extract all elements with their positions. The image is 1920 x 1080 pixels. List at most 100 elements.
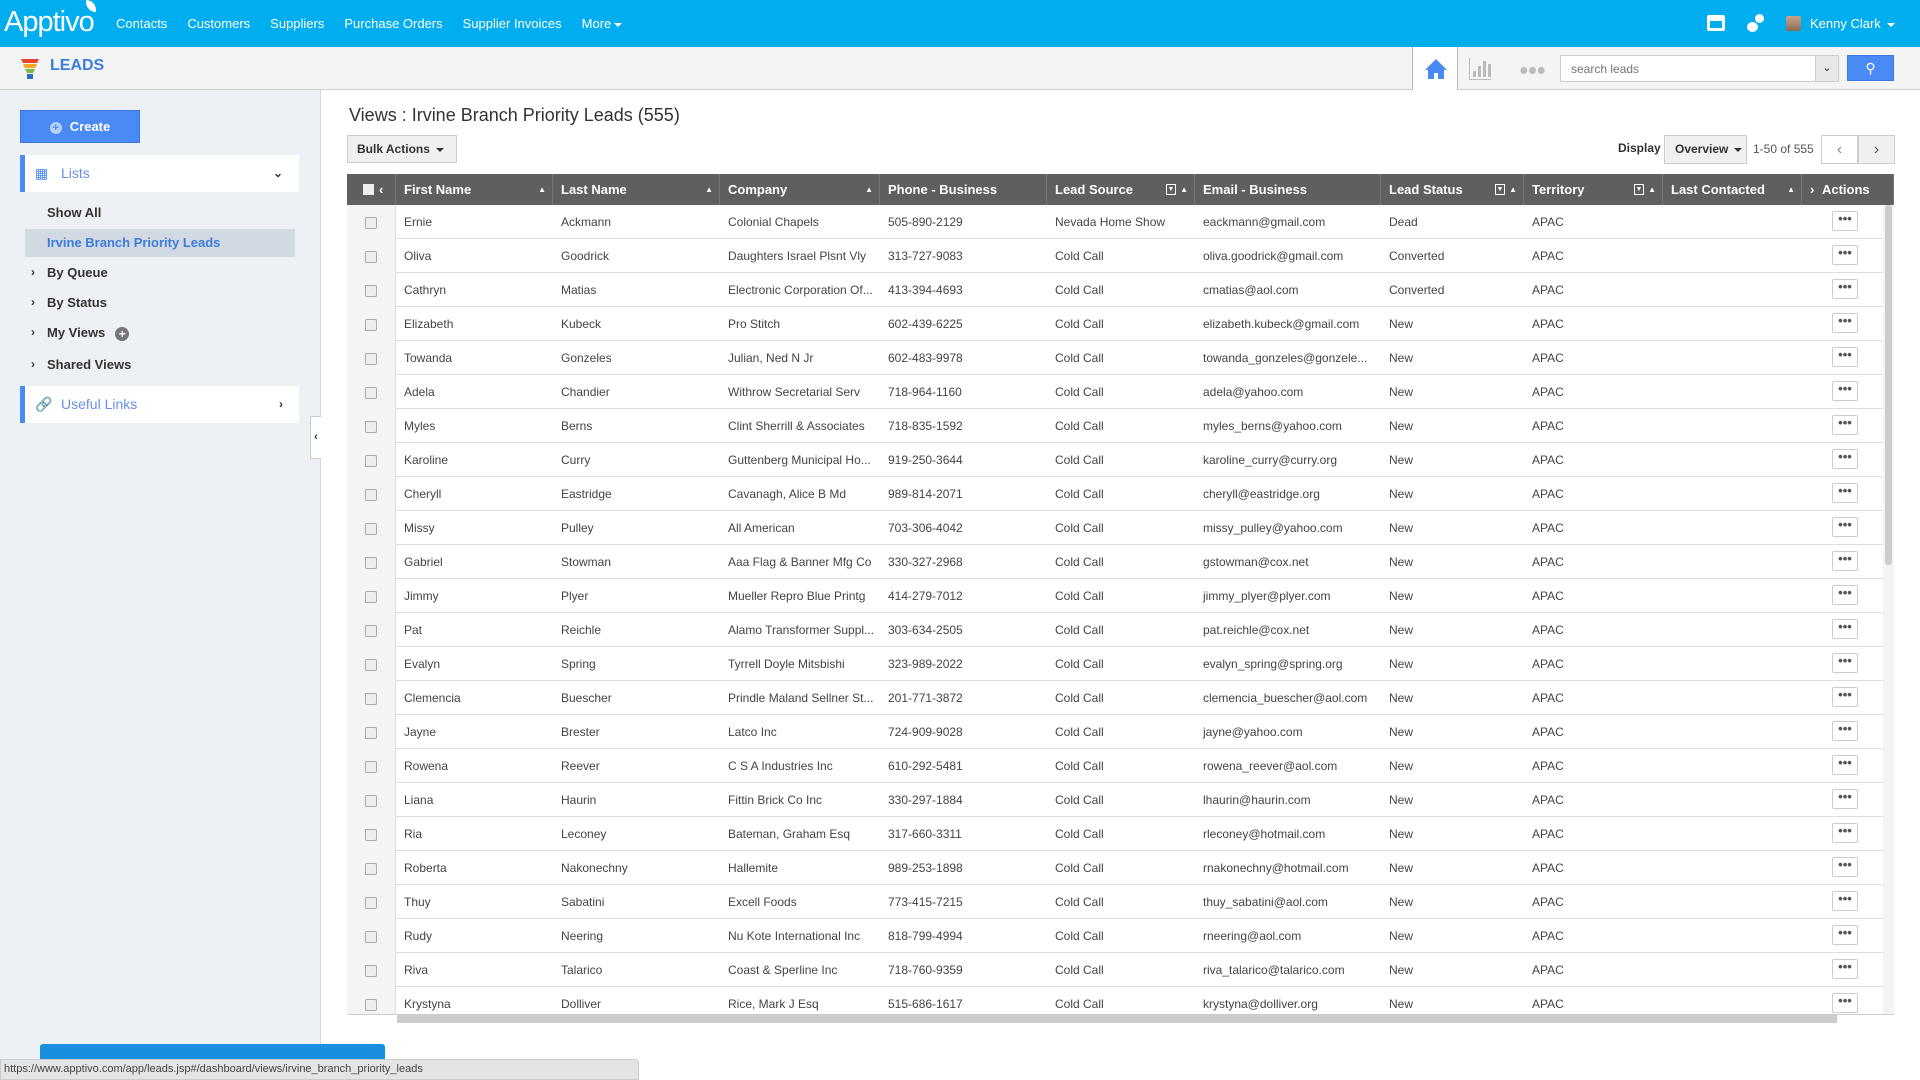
- filter-icon[interactable]: ▼: [1634, 184, 1644, 195]
- search-button[interactable]: ⚲: [1847, 55, 1894, 81]
- row-actions-button[interactable]: •••: [1832, 585, 1858, 605]
- cell-email-business[interactable]: jimmy_plyer@plyer.com: [1203, 589, 1331, 603]
- prev-page-button[interactable]: ‹: [1821, 135, 1858, 164]
- table-row[interactable]: Pat Reichle Alamo Transformer Suppl... 303-…: [347, 613, 1894, 647]
- cell-email-business[interactable]: rneering@aol.com: [1203, 929, 1302, 943]
- cell-email-business[interactable]: jayne@yahoo.com: [1203, 725, 1303, 739]
- column-header-company[interactable]: Company ▲: [720, 174, 880, 205]
- nav-purchase-orders[interactable]: Purchase Orders: [344, 16, 443, 31]
- row-actions-button[interactable]: •••: [1832, 653, 1858, 673]
- search-input[interactable]: [1560, 55, 1816, 82]
- row-actions-button[interactable]: •••: [1832, 347, 1858, 367]
- search-dropdown-toggle[interactable]: ⌄: [1815, 55, 1839, 82]
- reports-chart-icon[interactable]: [1469, 58, 1491, 80]
- table-row[interactable]: Cheryll Eastridge Cavanagh, Alice B Md 989-…: [347, 477, 1894, 511]
- cell-email-business[interactable]: lhaurin@haurin.com: [1203, 793, 1311, 807]
- nav-customers[interactable]: Customers: [187, 16, 251, 31]
- column-header-lead-source[interactable]: Lead Source ▲ ▼: [1047, 174, 1195, 205]
- cell-email-business[interactable]: rowena_reever@aol.com: [1203, 759, 1338, 773]
- next-page-button[interactable]: ›: [1858, 135, 1895, 164]
- row-checkbox[interactable]: [365, 965, 377, 977]
- table-row[interactable]: Elizabeth Kubeck Pro Stitch 602-439-6225 Col…: [347, 307, 1894, 341]
- more-dots-icon[interactable]: ●●●: [1519, 62, 1546, 79]
- sidebar-item-irvine-branch[interactable]: Irvine Branch Priority Leads: [47, 235, 221, 250]
- row-checkbox[interactable]: [365, 863, 377, 875]
- column-header-lead-status[interactable]: Lead Status ▲ ▼: [1381, 174, 1524, 205]
- row-actions-button[interactable]: •••: [1832, 959, 1858, 979]
- cell-email-business[interactable]: karoline_curry@curry.org: [1203, 453, 1337, 467]
- column-header-last-contacted[interactable]: Last Contacted ▲: [1663, 174, 1802, 205]
- table-row[interactable]: Karoline Curry Guttenberg Municipal Ho... 9…: [347, 443, 1894, 477]
- row-checkbox[interactable]: [365, 897, 377, 909]
- apptivo-logo[interactable]: Apptivo: [4, 0, 96, 39]
- filter-icon[interactable]: ▼: [1166, 184, 1176, 195]
- row-actions-button[interactable]: •••: [1832, 313, 1858, 333]
- cell-email-business[interactable]: clemencia_buescher@aol.com: [1203, 691, 1368, 705]
- table-row[interactable]: Ernie Ackmann Colonial Chapels 505-890-2129…: [347, 205, 1894, 239]
- cell-email-business[interactable]: pat.reichle@cox.net: [1203, 623, 1310, 637]
- row-actions-button[interactable]: •••: [1832, 755, 1858, 775]
- row-checkbox[interactable]: [365, 795, 377, 807]
- cell-email-business[interactable]: rnakonechny@hotmail.com: [1203, 861, 1349, 875]
- row-checkbox[interactable]: [365, 999, 377, 1011]
- cell-email-business[interactable]: myles_berns@yahoo.com: [1203, 419, 1342, 433]
- sidebar-lists-section[interactable]: ▦ Lists ⌄: [20, 155, 299, 192]
- table-row[interactable]: Cathryn Matias Electronic Corporation Of..…: [347, 273, 1894, 307]
- row-checkbox[interactable]: [365, 591, 377, 603]
- row-checkbox[interactable]: [365, 285, 377, 297]
- add-view-icon[interactable]: +: [115, 326, 130, 341]
- collaboration-icon[interactable]: [1747, 14, 1765, 32]
- nav-more[interactable]: More: [582, 16, 623, 31]
- table-row[interactable]: Evalyn Spring Tyrrell Doyle Mitsbishi 323-9…: [347, 647, 1894, 681]
- sidebar-item-shared-views[interactable]: › Shared Views: [31, 357, 131, 372]
- row-actions-button[interactable]: •••: [1832, 211, 1858, 231]
- row-actions-button[interactable]: •••: [1832, 721, 1858, 741]
- app-store-icon[interactable]: [1707, 15, 1725, 31]
- row-checkbox[interactable]: [365, 727, 377, 739]
- row-actions-button[interactable]: •••: [1832, 279, 1858, 299]
- cell-email-business[interactable]: towanda_gonzeles@gonzele...: [1203, 351, 1368, 365]
- table-row[interactable]: Towanda Gonzeles Julian, Ned N Jr 602-483-9…: [347, 341, 1894, 375]
- table-row[interactable]: Rowena Reever C S A Industries Inc 610-292-…: [347, 749, 1894, 783]
- home-tab[interactable]: [1412, 47, 1458, 90]
- sort-icon[interactable]: ▲: [1648, 185, 1656, 194]
- row-checkbox[interactable]: [365, 489, 377, 501]
- expand-columns-icon[interactable]: ›: [1810, 182, 1818, 197]
- row-actions-button[interactable]: •••: [1832, 857, 1858, 877]
- row-checkbox[interactable]: [365, 829, 377, 841]
- cell-email-business[interactable]: adela@yahoo.com: [1203, 385, 1304, 399]
- table-row[interactable]: Jayne Brester Latco Inc 724-909-9028 Cold Ca…: [347, 715, 1894, 749]
- cell-email-business[interactable]: oliva.goodrick@gmail.com: [1203, 249, 1344, 263]
- column-header-first-name[interactable]: First Name ▲: [396, 174, 553, 205]
- user-menu[interactable]: Kenny Clark: [1810, 16, 1895, 31]
- cell-email-business[interactable]: eackmann@gmail.com: [1203, 215, 1326, 229]
- table-row[interactable]: Roberta Nakonechny Hallemite 989-253-1898 Co…: [347, 851, 1894, 885]
- column-header-territory[interactable]: Territory ▲ ▼: [1524, 174, 1663, 205]
- column-header-actions[interactable]: › Actions: [1802, 174, 1894, 205]
- bulk-actions-button[interactable]: Bulk Actions: [347, 135, 457, 163]
- table-row[interactable]: Oliva Goodrick Daughters Israel Plsnt Vly 3…: [347, 239, 1894, 273]
- vertical-scrollbar[interactable]: [1883, 205, 1894, 1014]
- row-actions-button[interactable]: •••: [1832, 245, 1858, 265]
- row-checkbox[interactable]: [365, 557, 377, 569]
- row-actions-button[interactable]: •••: [1832, 687, 1858, 707]
- row-actions-button[interactable]: •••: [1832, 449, 1858, 469]
- column-header-email-business[interactable]: Email - Business: [1195, 174, 1381, 205]
- sort-icon[interactable]: ▲: [1180, 185, 1188, 194]
- sidebar-item-my-views[interactable]: › My Views +: [31, 325, 130, 341]
- nav-supplier-invoices[interactable]: Supplier Invoices: [462, 16, 562, 31]
- collapse-sidebar-handle[interactable]: ‹: [310, 416, 321, 459]
- sidebar-useful-links[interactable]: 🔗 Useful Links ›: [20, 386, 299, 423]
- row-actions-button[interactable]: •••: [1832, 823, 1858, 843]
- sidebar-item-by-queue[interactable]: › By Queue: [31, 265, 108, 280]
- column-header-phone-business[interactable]: Phone - Business: [880, 174, 1047, 205]
- cell-email-business[interactable]: thuy_sabatini@aol.com: [1203, 895, 1328, 909]
- cell-email-business[interactable]: cmatias@aol.com: [1203, 283, 1299, 297]
- row-checkbox[interactable]: [365, 625, 377, 637]
- nav-contacts[interactable]: Contacts: [116, 16, 168, 31]
- select-all-checkbox[interactable]: [363, 184, 374, 195]
- table-row[interactable]: Liana Haurin Fittin Brick Co Inc 330-297-18…: [347, 783, 1894, 817]
- table-row[interactable]: Myles Berns Clint Sherrill & Associates 718…: [347, 409, 1894, 443]
- avatar[interactable]: [1786, 16, 1801, 31]
- row-checkbox[interactable]: [365, 523, 377, 535]
